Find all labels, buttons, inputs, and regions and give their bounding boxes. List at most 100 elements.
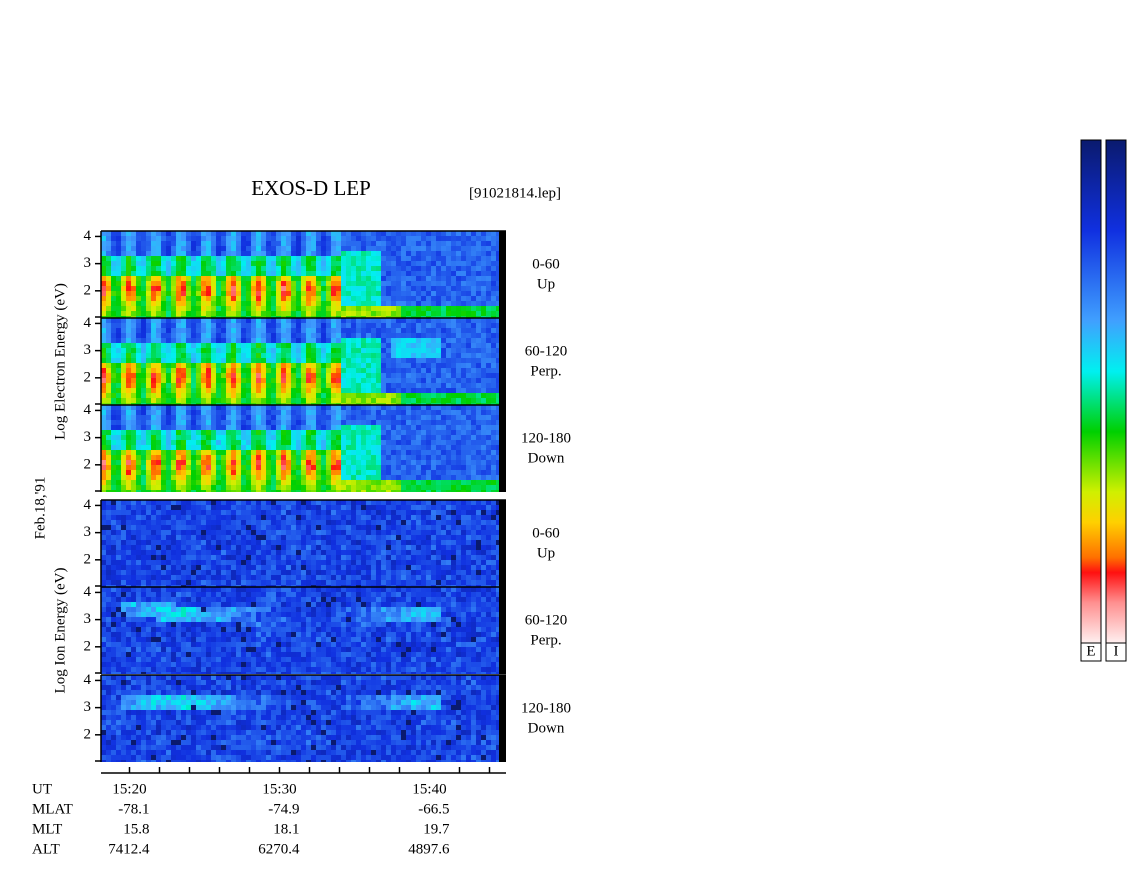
spectrogram-cell [356, 410, 361, 415]
spectrogram-cell [491, 393, 496, 398]
spectrogram-cell [146, 246, 151, 251]
spectrogram-cell [366, 445, 371, 450]
spectrogram-cell [221, 261, 226, 266]
spectrogram-cell [386, 251, 391, 256]
spectrogram-cell [216, 343, 221, 348]
spectrogram-cell [306, 373, 311, 378]
spectrogram-cell [401, 311, 406, 316]
spectrogram-cell [261, 328, 266, 333]
spectrogram-cell [156, 425, 161, 430]
spectrogram-cell [271, 415, 276, 420]
spectrogram-cell [321, 435, 326, 440]
spectrogram-cell [191, 550, 196, 555]
spectrogram-cell [441, 455, 446, 460]
spectrogram-cell [491, 251, 496, 256]
spectrogram-cell [271, 403, 276, 405]
spectrogram-cell [451, 286, 456, 291]
spectrogram-cell [206, 540, 211, 545]
spectrogram-cell [301, 393, 306, 398]
spectrogram-cell [496, 373, 501, 378]
spectrogram-cell [186, 530, 191, 535]
spectrogram-cell [156, 383, 161, 388]
spectrogram-cell [121, 318, 126, 323]
spectrogram-cell [141, 358, 146, 363]
spectrogram-cell [141, 286, 146, 291]
spectrogram-cell [271, 570, 276, 575]
spectrogram-cell [376, 251, 381, 256]
spectrogram-cell [241, 545, 246, 550]
spectrogram-cell [226, 261, 231, 266]
spectrogram-cell [476, 410, 481, 415]
spectrogram-cell [201, 333, 206, 338]
spectrogram-cell [406, 388, 411, 393]
spectrogram-cell [146, 316, 151, 318]
spectrogram-cell [166, 415, 171, 420]
spectrogram-cell [211, 301, 216, 306]
spectrogram-cell [236, 276, 241, 281]
spectrogram-cell [391, 405, 396, 410]
spectrogram-cell [141, 271, 146, 276]
spectrogram-cell [201, 410, 206, 415]
spectrogram-cell [371, 286, 376, 291]
spectrogram-cell [156, 256, 161, 261]
spectrogram-cell [276, 246, 281, 251]
spectrogram-cell [266, 363, 271, 368]
spectrogram-cell [236, 328, 241, 333]
spectrogram-cell [116, 475, 121, 480]
spectrogram-cell [491, 276, 496, 281]
spectrogram-cell [256, 251, 261, 256]
spectrogram-cell [391, 485, 396, 490]
spectrogram-cell [131, 475, 136, 480]
spectrogram-cell [121, 301, 126, 306]
spectrogram-cell [376, 393, 381, 398]
spectrogram-cell [281, 261, 286, 266]
spectrogram-cell [246, 311, 251, 316]
spectrogram-cell [156, 316, 161, 318]
spectrogram-cell [346, 440, 351, 445]
spectrogram-cell [326, 291, 331, 296]
spectrogram-cell [216, 301, 221, 306]
spectrogram-cell [126, 450, 131, 455]
spectrogram-cell [466, 455, 471, 460]
spectrogram-cell [321, 241, 326, 246]
spectrogram-cell [431, 316, 436, 318]
spectrogram-cell [361, 475, 366, 480]
spectrogram-cell [141, 306, 146, 311]
spectrogram-cell [256, 425, 261, 430]
spectrogram-cell [351, 363, 356, 368]
spectrogram-cell [241, 540, 246, 545]
spectrogram-cell [176, 271, 181, 276]
spectrogram-cell [401, 363, 406, 368]
spectrogram-cell [226, 403, 231, 405]
spectrogram-cell [151, 393, 156, 398]
spectrogram-cell [466, 460, 471, 465]
spectrogram-cell [146, 393, 151, 398]
spectrogram-cell [371, 415, 376, 420]
spectrogram-cell [341, 316, 346, 318]
spectrogram-cell [111, 580, 116, 585]
spectrogram-cell [121, 565, 126, 570]
spectrogram-cell [281, 410, 286, 415]
spectrogram-cell [156, 348, 161, 353]
spectrogram-cell [111, 318, 116, 323]
spectrogram-cell [331, 353, 336, 358]
spectrogram-cell [191, 256, 196, 261]
spectrogram-cell [456, 410, 461, 415]
spectrogram-cell [101, 246, 106, 251]
spectrogram-cell [266, 306, 271, 311]
spectrogram-cell [296, 261, 301, 266]
spectrogram-cell [111, 435, 116, 440]
spectrogram-cell [421, 450, 426, 455]
spectrogram-cell [226, 231, 231, 236]
spectrogram-cell [396, 450, 401, 455]
spectrogram-cell [106, 323, 111, 328]
spectrogram-cell [246, 515, 251, 520]
spectrogram-cell [431, 363, 436, 368]
spectrogram-cell [201, 343, 206, 348]
spectrogram-cell [251, 236, 256, 241]
spectrogram-cell [416, 338, 421, 343]
spectrogram-cell [221, 311, 226, 316]
spectrogram-cell [316, 455, 321, 460]
spectrogram-cell [181, 545, 186, 550]
spectrogram-cell [361, 420, 366, 425]
